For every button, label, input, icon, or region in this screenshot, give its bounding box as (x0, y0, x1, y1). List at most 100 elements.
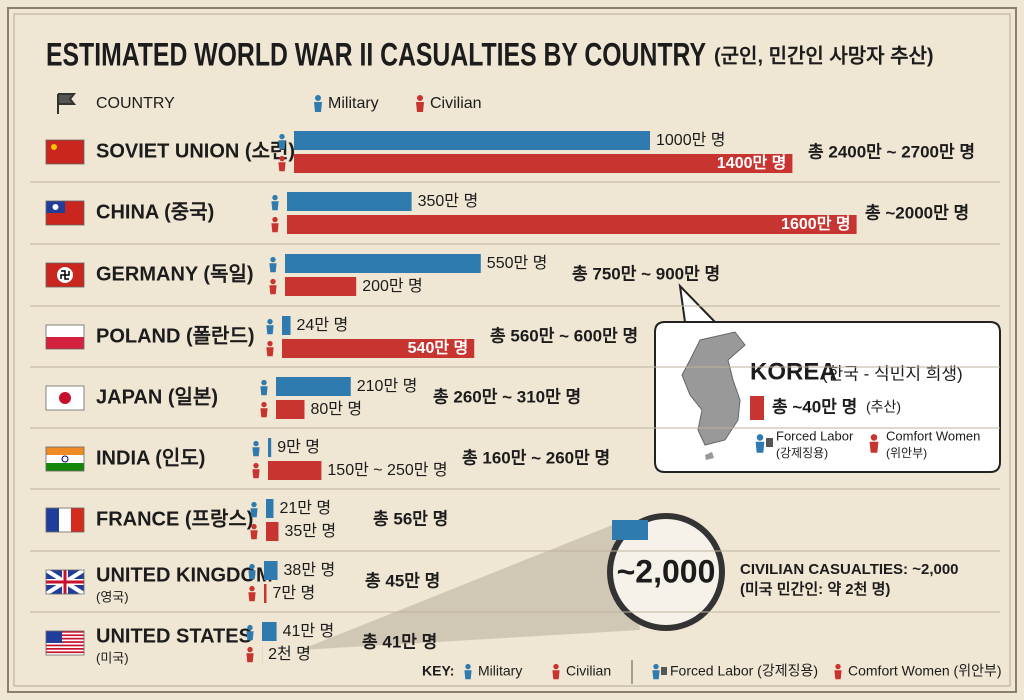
flag (59, 392, 71, 404)
korea-legend: Comfort Women (886, 428, 980, 443)
flag-border (45, 385, 85, 411)
flag (46, 641, 84, 643)
magnifier-bar (612, 520, 648, 540)
person-icon (756, 434, 764, 441)
person-icon (835, 663, 841, 670)
category-label: UNITED KINGDOM (96, 564, 273, 586)
bar (266, 522, 279, 541)
person-icon (278, 162, 286, 172)
person-icon (248, 592, 256, 602)
person-icon (870, 434, 878, 441)
bar (264, 584, 267, 603)
subtitle: (군인, 민간인 사망자 추산) (714, 44, 934, 67)
person-icon (270, 278, 276, 285)
key-label: KEY: (422, 663, 454, 679)
korea-total-note: (추산) (866, 399, 901, 415)
bar (266, 499, 274, 518)
magnifier-caption-note: (미국 민간인: 약 2천 명) (740, 580, 890, 598)
value-label: 9만 명 (277, 438, 320, 456)
flag (46, 644, 84, 647)
person-icon (249, 585, 255, 592)
value-label: 550만 명 (487, 254, 548, 272)
person-icon (251, 523, 257, 530)
bar (294, 154, 793, 173)
korea-map (681, 331, 746, 446)
value-label: 80만 명 (310, 400, 362, 418)
bar (287, 192, 412, 211)
jeju (705, 452, 714, 460)
box-icon (766, 438, 773, 447)
person-icon (246, 653, 254, 663)
value-label: 210만 명 (357, 377, 418, 395)
value-label: 38만 명 (284, 561, 336, 579)
bar (282, 316, 291, 335)
bar (276, 400, 305, 419)
flag (71, 508, 84, 532)
person-icon (552, 670, 560, 680)
person-icon (247, 624, 253, 631)
key-item: Comfort Women (위안부) (848, 663, 1002, 679)
value-label: 350만 명 (418, 192, 479, 210)
flag (46, 447, 84, 455)
flag (60, 270, 70, 280)
person-icon (279, 155, 285, 162)
total-label: 총 ~2000만 명 (865, 203, 969, 222)
bar (285, 277, 357, 296)
korea-legend: Forced Labor (776, 428, 854, 443)
flag (46, 140, 84, 164)
flag-border (45, 262, 85, 288)
legend-label: Military (328, 95, 379, 112)
value-label: 1000만 명 (656, 131, 725, 149)
person-icon (250, 530, 258, 540)
magnifier-label: ~2,000 (617, 553, 716, 589)
person-icon (279, 133, 285, 140)
category-label: GERMANY (독일) (96, 262, 254, 285)
magnifier (607, 513, 725, 631)
value-label: 41만 명 (283, 622, 335, 640)
key-item: Forced Labor (강제징용) (670, 663, 818, 679)
person-icon (267, 340, 273, 347)
person-icon (416, 102, 424, 112)
bar (276, 377, 351, 396)
person-icon (249, 563, 255, 570)
person-icon (755, 441, 765, 453)
bar (268, 438, 272, 457)
flag-border (45, 569, 85, 595)
korea-subtitle: (한국 - 식민지 희생) (822, 364, 963, 383)
flag-border (45, 446, 85, 472)
total-label: 총 56만 명 (373, 509, 448, 528)
flag (46, 463, 84, 471)
bar (264, 561, 278, 580)
key-item: Military (478, 663, 522, 679)
category-label: CHINA (중국) (96, 201, 214, 223)
total-label: 총 2400만 ~ 2700만 명 (808, 142, 975, 161)
korea-total: 총 ~40만 명 (772, 397, 857, 416)
magnifier-caption: CIVILIAN CASUALTIES: ~2,000 (740, 561, 959, 578)
flag (52, 204, 59, 210)
bar (294, 131, 650, 150)
value-label: 150만 ~ 250만 명 (327, 461, 447, 479)
flag (46, 648, 84, 650)
flag-border (45, 200, 85, 226)
flag (46, 651, 84, 654)
value-label: 540만 명 (408, 339, 469, 357)
person-icon (271, 201, 279, 211)
category-label: UNITED STATES (96, 625, 252, 647)
frame (7, 7, 1017, 693)
total-label: 총 260만 ~ 310만 명 (433, 387, 581, 406)
person-icon (247, 646, 253, 653)
header-label: COUNTRY (96, 95, 175, 112)
legend-label: Civilian (430, 95, 482, 112)
value-label: 21만 명 (279, 499, 331, 517)
korea-legend-note: (위안부) (886, 446, 927, 460)
person-icon (266, 347, 274, 357)
person-icon (834, 670, 842, 680)
flag (46, 631, 62, 643)
flag (61, 455, 69, 463)
person-icon (266, 325, 274, 335)
person-icon (260, 408, 268, 418)
korea-legend-note: (강제징용) (776, 446, 828, 460)
korea-swatch (750, 396, 764, 420)
person-icon (251, 501, 257, 508)
category-label: JAPAN (일본) (96, 385, 218, 408)
